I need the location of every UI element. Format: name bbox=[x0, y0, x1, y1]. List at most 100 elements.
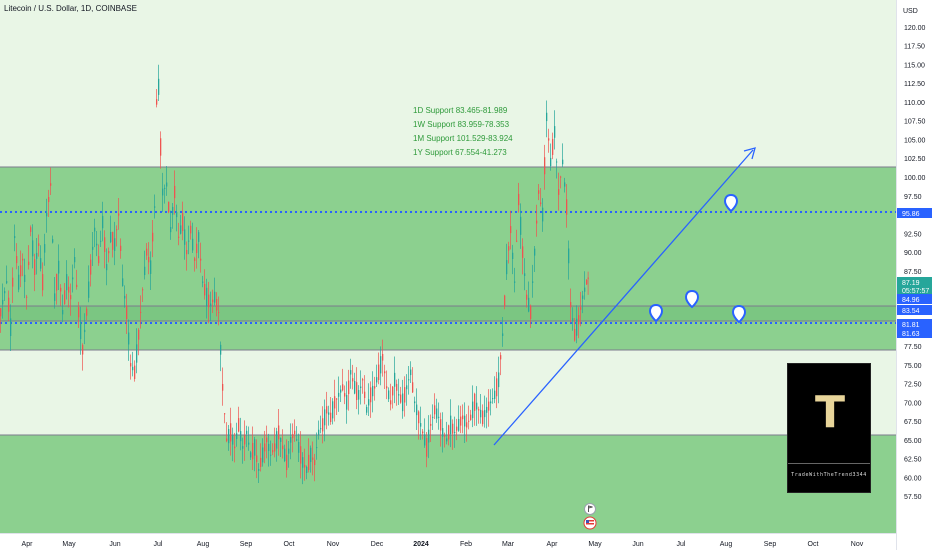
candle-body bbox=[76, 284, 78, 288]
candle-body bbox=[158, 78, 160, 95]
candle-body bbox=[542, 207, 544, 222]
candle-body bbox=[344, 393, 346, 397]
candle-body bbox=[92, 246, 94, 250]
candle-body bbox=[470, 414, 472, 421]
candle-body bbox=[104, 237, 106, 252]
price-tick-label: 90.00 bbox=[904, 250, 922, 257]
candle-body bbox=[28, 261, 30, 266]
flag-icon[interactable] bbox=[584, 503, 596, 515]
price-tick-label: 115.00 bbox=[904, 62, 925, 69]
price-tick-label: 105.00 bbox=[904, 137, 926, 144]
candle-body bbox=[412, 382, 414, 393]
price-tick-label: 92.50 bbox=[904, 231, 922, 238]
candle-body bbox=[42, 274, 44, 291]
candle-body bbox=[494, 390, 496, 399]
candle-body bbox=[216, 298, 218, 311]
location-pin-icon[interactable] bbox=[723, 193, 739, 213]
candle-body bbox=[38, 243, 40, 246]
candle-body bbox=[98, 256, 100, 264]
candle-body bbox=[508, 246, 510, 251]
candle-body bbox=[214, 291, 216, 303]
candle-body bbox=[392, 386, 394, 396]
candle-body bbox=[204, 283, 206, 296]
candle-body bbox=[304, 464, 306, 468]
candle-body bbox=[194, 258, 196, 261]
candle-body bbox=[528, 297, 530, 312]
price-badge-label: 81.81 bbox=[902, 322, 920, 329]
candle-body bbox=[420, 423, 422, 427]
candle-body bbox=[416, 404, 418, 416]
price-scale[interactable]: USD 120.00 117.50 115.00 112.50 110.00 107.50 1… bbox=[896, 0, 932, 550]
candle-body bbox=[502, 333, 504, 337]
candle-body bbox=[200, 258, 202, 261]
candle-body bbox=[80, 322, 82, 340]
watermark-logo: T TradeWithTheTrend3344 bbox=[787, 363, 871, 493]
candle-body bbox=[170, 226, 172, 233]
candle-body bbox=[82, 345, 84, 355]
candle-body bbox=[386, 386, 388, 389]
time-tick-label: Aug bbox=[720, 541, 733, 548]
candle-body bbox=[478, 409, 480, 411]
candle-body bbox=[570, 302, 572, 308]
candle-body bbox=[174, 185, 176, 199]
price-tick-label: 87.50 bbox=[904, 269, 922, 276]
candle-body bbox=[150, 260, 152, 274]
candle-body bbox=[486, 406, 488, 413]
price-badge: 05:57:57 bbox=[897, 285, 932, 295]
time-tick-label: Sep bbox=[764, 541, 777, 548]
candle-body bbox=[34, 259, 36, 275]
candle-body bbox=[122, 278, 124, 286]
location-pin-icon[interactable] bbox=[731, 304, 747, 324]
candle-body bbox=[266, 437, 268, 443]
price-badge: 87.19 bbox=[897, 277, 932, 287]
candle-body bbox=[268, 443, 270, 451]
candle-body bbox=[196, 243, 198, 254]
price-tick-label: 100.00 bbox=[904, 175, 926, 182]
candle-body bbox=[106, 264, 108, 271]
candle-body bbox=[512, 252, 514, 259]
location-pin-icon[interactable] bbox=[684, 289, 700, 309]
candle-body bbox=[350, 370, 352, 375]
candle-body bbox=[428, 429, 430, 443]
candle-body bbox=[514, 281, 516, 283]
time-tick-label: Jun bbox=[109, 541, 120, 548]
candle-body bbox=[587, 277, 589, 280]
time-tick-label: May bbox=[588, 541, 602, 548]
candle-body bbox=[0, 308, 2, 317]
candle-body bbox=[288, 448, 290, 454]
candle-body bbox=[562, 159, 564, 165]
candle-body bbox=[472, 401, 474, 419]
candle-body bbox=[550, 157, 552, 167]
candle-body bbox=[78, 307, 80, 318]
candle-body bbox=[272, 450, 274, 453]
candle-body bbox=[526, 294, 528, 300]
candle-body bbox=[578, 315, 580, 325]
candle-body bbox=[130, 363, 132, 367]
time-scale[interactable]: Apr May Jun Jul Aug Sep Oct Nov Dec 2024 Feb Mar Apr… bbox=[0, 533, 896, 551]
candle-body bbox=[452, 423, 454, 434]
candle-body bbox=[248, 442, 250, 445]
candle-body bbox=[164, 187, 166, 189]
candle-body bbox=[458, 418, 460, 431]
candle-body bbox=[236, 433, 238, 439]
support-note-1m: 1M Support 101.529-83.924 bbox=[413, 134, 513, 143]
price-tick-label: 75.00 bbox=[904, 363, 922, 370]
candle-body bbox=[432, 416, 434, 418]
candle-body bbox=[262, 447, 264, 463]
candle-body bbox=[418, 411, 420, 424]
candle-body bbox=[168, 201, 170, 213]
candle-body bbox=[440, 419, 442, 431]
candle-body bbox=[422, 431, 424, 434]
us-flag-icon[interactable] bbox=[583, 516, 597, 530]
candle-body bbox=[282, 445, 284, 450]
candle-body bbox=[280, 437, 282, 442]
candle-body bbox=[318, 429, 320, 436]
candle-body bbox=[366, 407, 368, 413]
candle-body bbox=[182, 213, 184, 232]
candle-body bbox=[314, 459, 316, 466]
location-pin-icon[interactable] bbox=[648, 303, 664, 323]
candle-body bbox=[356, 382, 358, 400]
logo-letter: T bbox=[814, 387, 845, 438]
